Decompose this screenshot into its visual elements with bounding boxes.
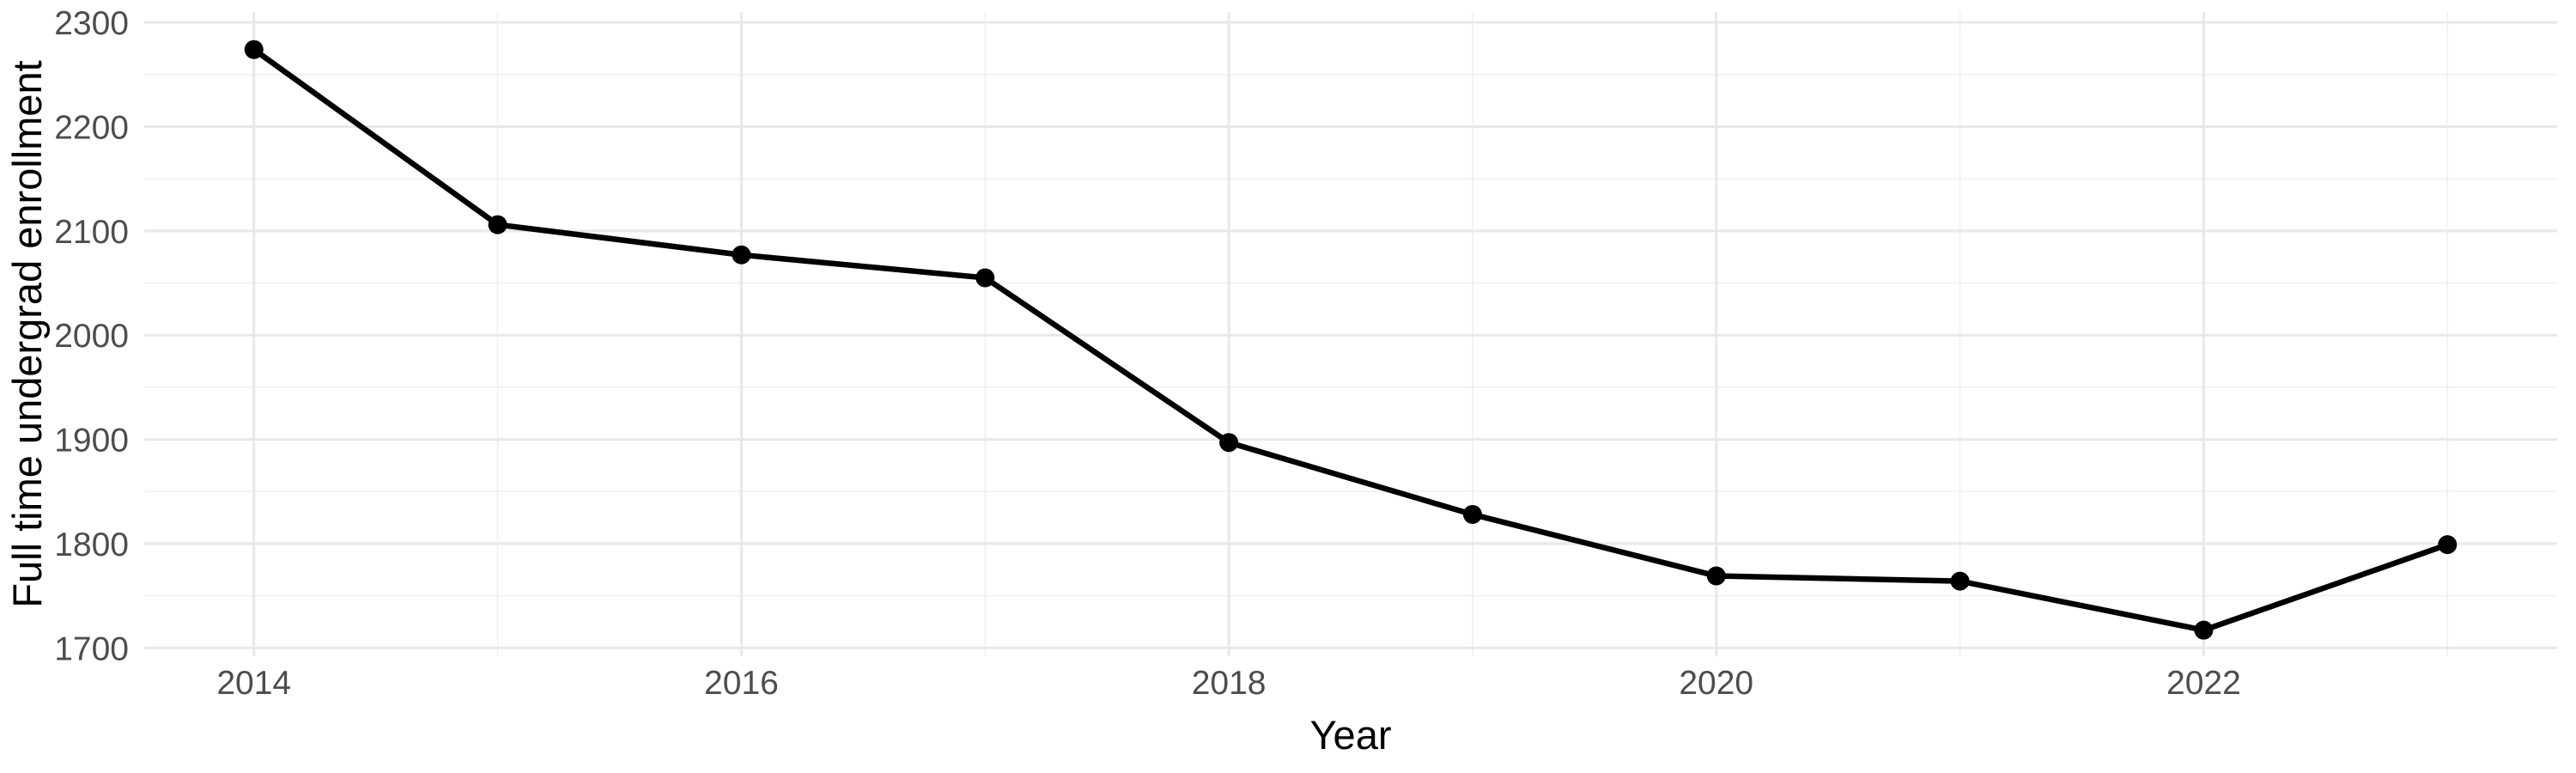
data-point (1219, 433, 1239, 453)
y-tick-label: 2100 (54, 214, 129, 251)
tick-label-layer: 1700 1800 1900 2000 2100 2200 2300 2014 2016 2018… (54, 5, 2241, 702)
x-tick-label: 2014 (216, 665, 291, 702)
y-tick-label: 2200 (54, 109, 129, 146)
x-tick-label: 2018 (1192, 665, 1267, 702)
data-point (488, 215, 507, 234)
y-tick-label: 1700 (54, 630, 129, 667)
x-tick-label: 2016 (704, 665, 779, 702)
series-layer (244, 40, 2458, 640)
y-tick-label: 2000 (54, 318, 129, 355)
x-axis-title: Year (1310, 712, 1392, 758)
data-point (975, 268, 995, 288)
x-tick-label: 2020 (1679, 665, 1753, 702)
data-point (2438, 535, 2458, 555)
data-point (1706, 566, 1726, 586)
y-axis-title: Full time undergrad enrollment (4, 60, 50, 607)
y-tick-label: 2300 (54, 5, 129, 42)
data-point (244, 40, 264, 59)
grid-minor-layer (144, 12, 2557, 656)
data-point (732, 245, 751, 265)
y-tick-label: 1800 (54, 526, 129, 563)
x-tick-label: 2022 (2166, 665, 2241, 702)
grid-major-layer (144, 12, 2557, 656)
data-point (1950, 571, 1970, 591)
y-tick-label: 1900 (54, 423, 129, 460)
series-line (252, 47, 2449, 633)
data-point (2194, 620, 2214, 640)
data-point (1462, 504, 1482, 524)
